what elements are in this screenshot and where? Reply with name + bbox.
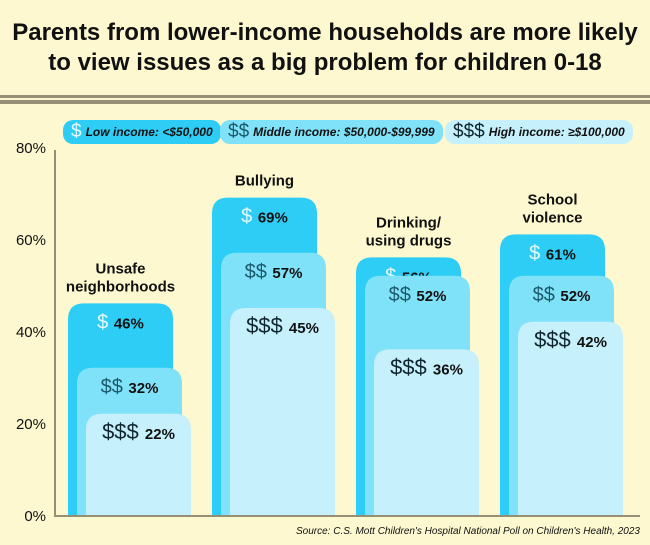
dollar-icon: $$	[245, 261, 273, 283]
data-label: $$$ 22%	[102, 419, 175, 444]
category-label: Bullying	[235, 173, 294, 190]
value-label: 36%	[433, 361, 463, 378]
category-label: Unsafe	[95, 260, 145, 277]
legend-label: Middle income: $50,000-$99,999	[253, 125, 435, 139]
dollar-icon: $$$	[390, 354, 433, 379]
dollar-icon: $$	[533, 284, 561, 306]
data-label: $$ 52%	[533, 284, 591, 306]
y-tick-label: 40%	[16, 324, 46, 341]
bar	[86, 413, 191, 515]
value-label: 22%	[145, 426, 175, 443]
y-tick-label: 0%	[24, 508, 46, 525]
source-note: Source: C.S. Mott Children's Hospital Na…	[296, 526, 640, 537]
value-label: 32%	[128, 380, 158, 397]
dollar-icon: $$	[228, 121, 250, 142]
dollar-icon: $$$	[102, 419, 145, 444]
category-label: using drugs	[366, 232, 452, 249]
legend-label: High income: ≥$100,000	[488, 125, 625, 139]
value-label: 45%	[289, 320, 319, 337]
category-label: violence	[522, 209, 582, 226]
legend-low: $ Low income: <$50,000	[63, 120, 221, 144]
value-label: 52%	[560, 288, 590, 305]
y-tick-label: 20%	[16, 416, 46, 433]
data-label: $ 69%	[241, 206, 288, 228]
value-label: 52%	[416, 288, 446, 305]
data-label: $$$ 45%	[246, 313, 319, 338]
dollar-icon: $$	[101, 376, 129, 398]
y-tick-label: 80%	[16, 140, 46, 157]
dollar-icon: $	[241, 206, 258, 228]
data-label: $$$ 42%	[534, 327, 607, 352]
value-label: 42%	[577, 334, 607, 351]
data-label: $$ 32%	[101, 376, 159, 398]
data-label: $ 61%	[529, 242, 576, 264]
data-label: $ 46%	[97, 311, 144, 333]
dollar-icon: $	[97, 311, 114, 333]
legend-high: $$$ High income: ≥$100,000	[445, 120, 633, 144]
legend-middle: $$ Middle income: $50,000-$99,999	[220, 120, 443, 144]
legend-label: Low income: <$50,000	[85, 125, 213, 139]
value-label: 61%	[546, 246, 576, 263]
dollar-icon: $$$	[534, 327, 577, 352]
data-label: $$$ 36%	[390, 354, 463, 379]
value-label: 69%	[258, 210, 288, 227]
dollar-icon: $$$	[453, 121, 485, 142]
bar	[374, 349, 479, 515]
category-label: School	[527, 191, 577, 208]
data-label: $$ 57%	[245, 261, 303, 283]
bar	[230, 308, 335, 515]
dollar-icon: $$$	[246, 313, 289, 338]
category-label: Drinking/	[376, 214, 442, 231]
divider	[0, 95, 650, 98]
bar	[518, 321, 623, 515]
chart-title: Parents from lower-income households are…	[12, 19, 638, 76]
dollar-icon: $	[529, 242, 546, 264]
value-label: 46%	[114, 315, 144, 332]
dollar-icon: $	[71, 121, 82, 142]
dollar-icon: $$	[389, 284, 417, 306]
divider	[0, 100, 650, 104]
data-label: $$ 52%	[389, 284, 447, 306]
value-label: 57%	[272, 265, 302, 282]
category-label: neighborhoods	[66, 278, 175, 295]
y-tick-label: 60%	[16, 232, 46, 249]
